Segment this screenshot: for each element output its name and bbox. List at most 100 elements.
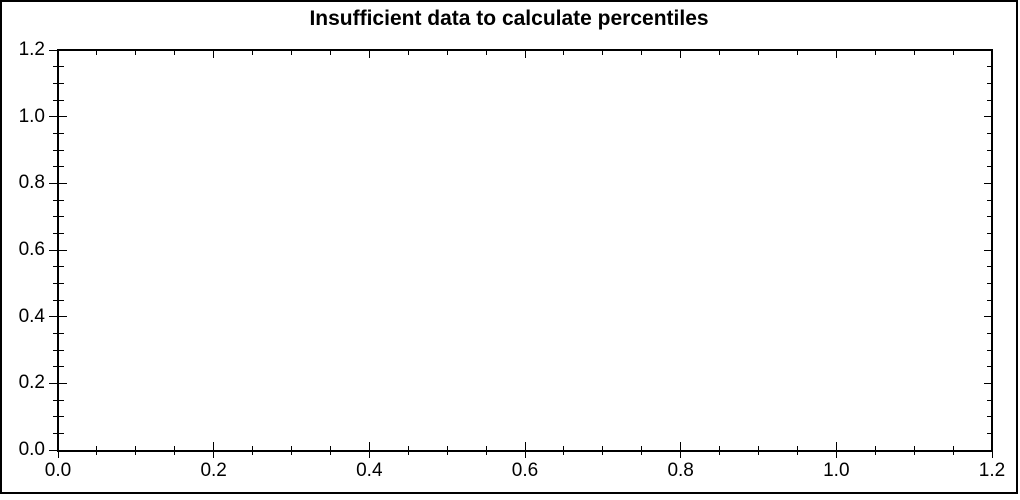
y-axis-right-minor-tick bbox=[987, 282, 992, 284]
y-axis-major-tick bbox=[49, 449, 67, 451]
y-axis-minor-tick bbox=[53, 399, 64, 401]
y-axis-tick-label: 0.4 bbox=[18, 305, 45, 327]
x-axis-minor-tick bbox=[641, 446, 643, 455]
y-axis-minor-tick bbox=[53, 82, 64, 84]
y-axis-right-minor-tick bbox=[987, 166, 992, 168]
y-axis-tick-label: 1.0 bbox=[18, 105, 45, 127]
y-axis-right-major-tick bbox=[984, 316, 992, 318]
x-axis-top-major-tick bbox=[213, 50, 215, 58]
y-axis-minor-tick bbox=[53, 282, 64, 284]
y-axis-minor-tick bbox=[53, 66, 64, 68]
x-axis-top-minor-tick bbox=[563, 50, 565, 55]
y-axis-right-minor-tick bbox=[987, 399, 992, 401]
y-axis-major-tick bbox=[49, 116, 67, 118]
y-axis-major-tick bbox=[49, 249, 67, 251]
x-axis-minor-tick bbox=[96, 446, 98, 455]
y-axis-tick-label: 0.6 bbox=[18, 239, 45, 260]
y-axis-right-minor-tick bbox=[987, 149, 992, 151]
x-axis-top-major-tick bbox=[524, 50, 526, 58]
x-axis-minor-tick bbox=[174, 446, 176, 455]
y-axis-right-minor-tick bbox=[987, 332, 992, 334]
y-axis-major-tick bbox=[49, 382, 67, 384]
y-axis-minor-tick bbox=[53, 199, 64, 201]
x-axis-top-major-tick bbox=[835, 50, 837, 58]
x-axis-tick-label: 0.0 bbox=[44, 460, 72, 481]
x-axis-top-minor-tick bbox=[446, 50, 448, 55]
x-axis-top-minor-tick bbox=[719, 50, 721, 55]
y-axis-minor-tick bbox=[53, 99, 64, 101]
x-axis-top-minor-tick bbox=[602, 50, 604, 55]
x-axis-tick-label: 0.2 bbox=[200, 460, 227, 481]
x-axis-minor-tick bbox=[796, 446, 798, 455]
x-axis-top-minor-tick bbox=[874, 50, 876, 55]
x-axis-minor-tick bbox=[446, 446, 448, 455]
x-axis-top-minor-tick bbox=[952, 50, 954, 55]
x-axis-top-minor-tick bbox=[485, 50, 487, 55]
y-axis-right-minor-tick bbox=[987, 66, 992, 68]
x-axis-major-tick bbox=[524, 442, 526, 458]
x-axis-tick-label: 0.8 bbox=[667, 460, 694, 481]
chart-title: Insufficient data to calculate percentil… bbox=[309, 7, 709, 30]
y-axis-minor-tick bbox=[53, 332, 64, 334]
x-axis-top-minor-tick bbox=[407, 50, 409, 55]
y-axis-tick-label: 0.0 bbox=[18, 439, 45, 460]
y-axis-right-major-tick bbox=[984, 249, 992, 251]
y-axis-minor-tick bbox=[53, 166, 64, 168]
y-axis-right-major-tick bbox=[984, 49, 992, 51]
x-axis-major-tick bbox=[680, 442, 682, 458]
x-axis-minor-tick bbox=[485, 446, 487, 455]
y-axis-major-tick bbox=[49, 316, 67, 318]
y-axis-right-minor-tick bbox=[987, 82, 992, 84]
y-axis-right-major-tick bbox=[984, 382, 992, 384]
x-axis-top-minor-tick bbox=[641, 50, 643, 55]
y-axis-minor-tick bbox=[53, 132, 64, 134]
y-axis-right-minor-tick bbox=[987, 349, 992, 351]
x-axis-top-minor-tick bbox=[252, 50, 254, 55]
y-axis-minor-tick bbox=[53, 299, 64, 301]
y-axis-major-tick bbox=[49, 182, 67, 184]
x-axis-minor-tick bbox=[329, 446, 331, 455]
y-axis-major-tick bbox=[49, 49, 67, 51]
x-axis-top-minor-tick bbox=[758, 50, 759, 55]
y-axis-minor-tick bbox=[53, 416, 64, 418]
y-axis-right-minor-tick bbox=[987, 432, 992, 434]
y-axis-minor-tick bbox=[53, 432, 64, 434]
x-axis-minor-tick bbox=[719, 446, 721, 455]
x-axis-top-minor-tick bbox=[135, 50, 137, 55]
x-axis-minor-tick bbox=[563, 446, 565, 455]
x-axis-top-major-tick bbox=[368, 50, 370, 58]
x-axis-top-minor-tick bbox=[291, 50, 292, 55]
y-axis-right-minor-tick bbox=[987, 266, 992, 268]
y-axis-right-minor-tick bbox=[987, 216, 992, 218]
x-axis-minor-tick bbox=[874, 446, 876, 455]
y-axis-tick-label: 0.8 bbox=[18, 172, 45, 194]
y-axis-right-minor-tick bbox=[987, 416, 992, 418]
x-axis-top-minor-tick bbox=[329, 50, 331, 55]
plot-area bbox=[57, 49, 993, 452]
x-axis-major-tick bbox=[368, 442, 370, 458]
x-axis-minor-tick bbox=[291, 446, 292, 455]
x-axis-top-minor-tick bbox=[96, 50, 98, 55]
x-axis-major-tick bbox=[991, 442, 993, 458]
y-axis-minor-tick bbox=[53, 216, 64, 218]
x-axis-tick-label: 0.6 bbox=[511, 460, 539, 481]
y-axis-right-minor-tick bbox=[987, 132, 992, 134]
y-axis-tick-label: 0.2 bbox=[18, 372, 45, 394]
y-axis-right-minor-tick bbox=[987, 366, 992, 368]
x-axis-top-minor-tick bbox=[913, 50, 915, 55]
x-axis-top-major-tick bbox=[680, 50, 682, 58]
x-axis-top-minor-tick bbox=[174, 50, 176, 55]
x-axis-top-major-tick bbox=[57, 50, 59, 58]
y-axis-right-minor-tick bbox=[987, 232, 992, 234]
y-axis-minor-tick bbox=[53, 366, 64, 368]
y-axis-minor-tick bbox=[53, 349, 64, 351]
x-axis-tick-label: 1.0 bbox=[823, 460, 850, 481]
x-axis-minor-tick bbox=[407, 446, 409, 455]
x-axis-top-major-tick bbox=[991, 50, 993, 58]
y-axis-minor-tick bbox=[53, 149, 64, 151]
y-axis-minor-tick bbox=[53, 232, 64, 234]
y-axis-minor-tick bbox=[53, 266, 64, 268]
y-axis-right-major-tick bbox=[984, 116, 992, 118]
